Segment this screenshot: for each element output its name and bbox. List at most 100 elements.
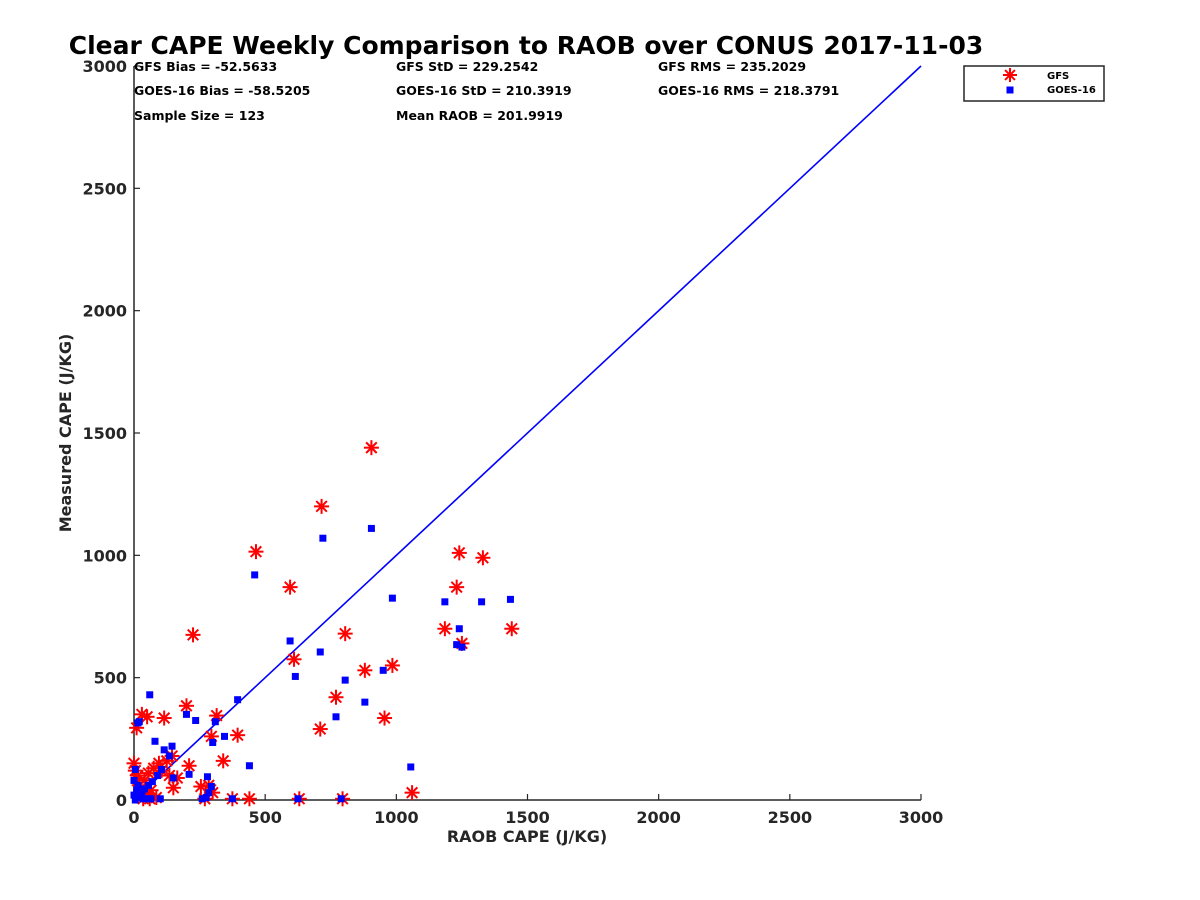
- stat-sample-size: Sample Size = 123: [134, 108, 265, 123]
- stat-mean-raob: Mean RAOB = 201.9919: [396, 108, 563, 123]
- goes16-point: [388, 594, 396, 602]
- gfs-point: [241, 791, 257, 807]
- gfs-point: [215, 753, 231, 769]
- y-tick-label: 1500: [82, 424, 127, 443]
- gfs-point: [230, 727, 246, 743]
- gfs-point: [193, 779, 209, 795]
- goes16-point: [207, 783, 215, 791]
- goes16-point: [147, 795, 155, 803]
- gfs-point: [286, 651, 302, 667]
- goes16-point: [138, 789, 146, 797]
- goes16-point: [146, 691, 154, 699]
- x-tick-label: 1000: [374, 808, 419, 827]
- gfs-point: [475, 550, 491, 566]
- goes16-point: [458, 643, 466, 651]
- stat-gfs-rms: GFS RMS = 235.2029: [658, 59, 806, 74]
- goes16-point: [319, 534, 327, 542]
- y-tick-label: 1000: [82, 546, 127, 565]
- y-axis-label: Measured CAPE (J/KG): [56, 334, 75, 533]
- goes16-point: [337, 795, 345, 803]
- y-tick-label: 2500: [82, 179, 127, 198]
- goes16-point: [455, 625, 463, 633]
- gfs-point: [337, 626, 353, 642]
- reference-line-group: [133, 65, 922, 801]
- x-axis-label: RAOB CAPE (J/KG): [447, 827, 607, 846]
- gfs-point: [437, 621, 453, 637]
- legend-goes16-marker: [1006, 86, 1014, 94]
- goes16-point: [143, 795, 151, 803]
- x-tick-label: 2000: [636, 808, 681, 827]
- goes16-point: [234, 696, 242, 704]
- gfs-point: [185, 627, 201, 643]
- goes16-point: [133, 786, 141, 794]
- gfs-point: [314, 498, 330, 514]
- stat-gfs-bias: GFS Bias = -52.5633: [134, 59, 277, 74]
- goes16-point: [367, 524, 375, 532]
- legend-square-icon: [1006, 86, 1014, 94]
- gfs-point: [451, 545, 467, 561]
- goes16-point: [221, 732, 229, 740]
- gfs-point: [504, 621, 520, 637]
- goes16-point: [198, 795, 206, 803]
- x-tick-label: 500: [248, 808, 281, 827]
- legend-gfs-marker: [1003, 68, 1017, 82]
- goes16-point: [131, 796, 139, 804]
- goes16-point: [169, 774, 177, 782]
- goes16-point: [209, 739, 217, 747]
- goes16-point: [379, 666, 387, 674]
- gfs-point: [248, 544, 264, 560]
- goes16-point: [453, 641, 461, 649]
- goes16-point: [341, 676, 349, 684]
- goes16-point: [202, 794, 210, 802]
- goes16-point: [139, 795, 147, 803]
- legend-gfs-label: GFS: [1047, 71, 1069, 82]
- goes16-point: [140, 785, 148, 793]
- goes16-point: [205, 789, 213, 797]
- goes16-point: [251, 571, 259, 579]
- goes16-point: [135, 718, 143, 726]
- gfs-point: [449, 579, 465, 595]
- goes16-point: [203, 773, 211, 781]
- gfs-point: [178, 698, 194, 714]
- y-tick-label: 2000: [82, 302, 127, 321]
- goes16-point: [211, 718, 219, 726]
- gfs-point: [328, 689, 344, 705]
- gfs-point: [282, 579, 298, 595]
- x-tick-label: 1500: [505, 808, 550, 827]
- goes16-point: [148, 778, 156, 786]
- gfs-point: [357, 662, 373, 678]
- goes16-point: [294, 795, 302, 803]
- y-tick-label: 500: [94, 669, 127, 688]
- goes16-point: [228, 795, 236, 803]
- goes16-point: [185, 770, 193, 778]
- one-to-one-line: [133, 65, 922, 801]
- chart-title: Clear CAPE Weekly Comparison to RAOB ove…: [69, 31, 984, 60]
- goes16-point: [316, 648, 324, 656]
- goes16-point: [506, 595, 514, 603]
- goes16-point: [131, 765, 139, 773]
- gfs-point: [139, 709, 155, 725]
- goes16-point: [130, 791, 138, 799]
- goes16-point: [154, 772, 162, 780]
- stat-goes16-bias: GOES-16 Bias = -58.5205: [134, 83, 310, 98]
- y-tick-label: 3000: [82, 57, 127, 76]
- goes16-point: [286, 637, 294, 645]
- goes16-point: [407, 763, 415, 771]
- gfs-point: [363, 440, 379, 456]
- goes16-point: [165, 752, 173, 760]
- gfs-point: [377, 710, 393, 726]
- x-tick-label: 0: [128, 808, 139, 827]
- goes16-point: [182, 710, 190, 718]
- goes16-point: [156, 795, 164, 803]
- stat-gfs-std: GFS StD = 229.2542: [396, 59, 538, 74]
- goes16-point: [130, 776, 138, 784]
- gfs-point: [312, 721, 328, 737]
- goes16-point: [291, 672, 299, 680]
- goes16-point: [160, 746, 168, 754]
- gfs-point: [181, 758, 197, 774]
- goes16-point: [168, 742, 176, 750]
- axis-ticks: 0 500 1000 1500 2000 2500 3000 0 500 1000 1500 2000…: [82, 57, 943, 827]
- x-tick-label: 3000: [899, 808, 944, 827]
